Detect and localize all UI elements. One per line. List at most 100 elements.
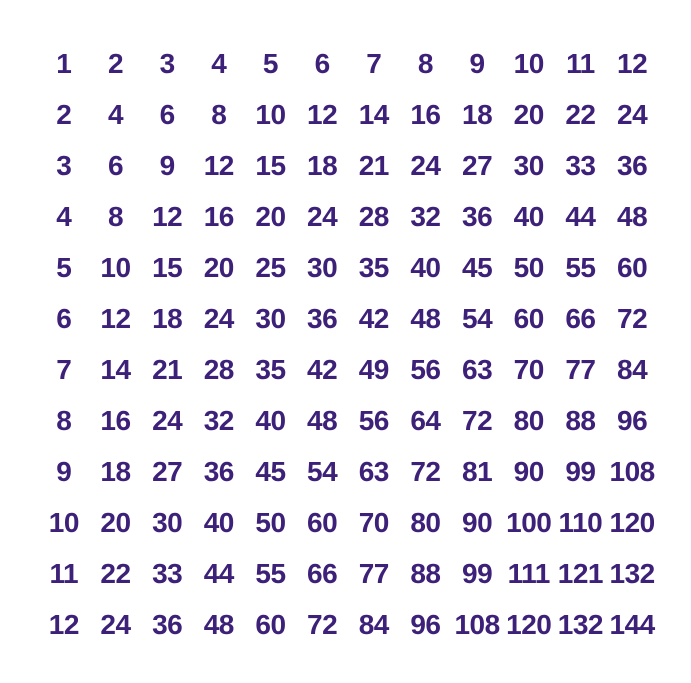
table-cell: 27	[451, 140, 503, 191]
table-cell: 18	[451, 89, 503, 140]
table-row: 24681012141618202224	[38, 89, 658, 140]
table-cell: 72	[451, 395, 503, 446]
table-cell: 12	[38, 599, 90, 650]
table-cell: 24	[141, 395, 193, 446]
table-cell: 2	[90, 38, 142, 89]
table-cell: 12	[193, 140, 245, 191]
table-cell: 84	[606, 344, 658, 395]
table-cell: 28	[348, 191, 400, 242]
table-cell: 8	[193, 89, 245, 140]
table-cell: 1	[38, 38, 90, 89]
table-cell: 18	[296, 140, 348, 191]
table-cell: 3	[141, 38, 193, 89]
table-row: 71421283542495663707784	[38, 344, 658, 395]
table-cell: 24	[400, 140, 452, 191]
table-cell: 5	[245, 38, 297, 89]
table-cell: 110	[555, 497, 607, 548]
table-cell: 36	[141, 599, 193, 650]
table-cell: 40	[193, 497, 245, 548]
table-cell: 4	[90, 89, 142, 140]
table-cell: 7	[348, 38, 400, 89]
table-cell: 90	[503, 446, 555, 497]
table-cell: 72	[606, 293, 658, 344]
table-cell: 25	[245, 242, 297, 293]
table-cell: 4	[193, 38, 245, 89]
table-cell: 10	[90, 242, 142, 293]
table-cell: 22	[90, 548, 142, 599]
table-cell: 8	[90, 191, 142, 242]
table-cell: 12	[606, 38, 658, 89]
table-cell: 132	[606, 548, 658, 599]
table-row: 918273645546372819099108	[38, 446, 658, 497]
table-row: 51015202530354045505560	[38, 242, 658, 293]
table-cell: 15	[141, 242, 193, 293]
table-cell: 10	[503, 38, 555, 89]
table-cell: 30	[503, 140, 555, 191]
table-cell: 56	[348, 395, 400, 446]
table-cell: 77	[348, 548, 400, 599]
table-cell: 40	[503, 191, 555, 242]
table-cell: 55	[245, 548, 297, 599]
table-cell: 2	[38, 89, 90, 140]
multiplication-table: 1234567891011122468101214161820222436912…	[38, 38, 658, 650]
table-cell: 14	[90, 344, 142, 395]
table-cell: 6	[141, 89, 193, 140]
table-cell: 120	[503, 599, 555, 650]
table-cell: 55	[555, 242, 607, 293]
table-cell: 35	[348, 242, 400, 293]
table-cell: 24	[296, 191, 348, 242]
table-cell: 16	[400, 89, 452, 140]
table-cell: 66	[296, 548, 348, 599]
table-cell: 84	[348, 599, 400, 650]
table-row: 61218243036424854606672	[38, 293, 658, 344]
table-cell: 121	[555, 548, 607, 599]
table-row: 123456789101112	[38, 38, 658, 89]
table-cell: 30	[296, 242, 348, 293]
table-cell: 6	[296, 38, 348, 89]
table-cell: 88	[400, 548, 452, 599]
table-cell: 48	[193, 599, 245, 650]
table-cell: 30	[245, 293, 297, 344]
table-cell: 111	[503, 548, 555, 599]
table-cell: 48	[606, 191, 658, 242]
table-cell: 132	[555, 599, 607, 650]
table-cell: 21	[348, 140, 400, 191]
table-cell: 20	[503, 89, 555, 140]
table-cell: 18	[141, 293, 193, 344]
table-cell: 33	[141, 548, 193, 599]
table-cell: 100	[503, 497, 555, 548]
table-cell: 4	[38, 191, 90, 242]
table-cell: 16	[193, 191, 245, 242]
table-cell: 60	[606, 242, 658, 293]
table-cell: 14	[348, 89, 400, 140]
table-cell: 21	[141, 344, 193, 395]
table-cell: 10	[245, 89, 297, 140]
table-cell: 16	[90, 395, 142, 446]
table-cell: 36	[606, 140, 658, 191]
table-cell: 32	[400, 191, 452, 242]
table-cell: 50	[245, 497, 297, 548]
table-cell: 42	[348, 293, 400, 344]
table-cell: 60	[296, 497, 348, 548]
table-row: 4812162024283236404448	[38, 191, 658, 242]
table-cell: 12	[296, 89, 348, 140]
table-cell: 64	[400, 395, 452, 446]
table-row: 81624324048566472808896	[38, 395, 658, 446]
table-cell: 56	[400, 344, 452, 395]
table-cell: 7	[38, 344, 90, 395]
table-cell: 6	[90, 140, 142, 191]
table-cell: 3	[38, 140, 90, 191]
table-cell: 80	[400, 497, 452, 548]
table-cell: 40	[245, 395, 297, 446]
table-cell: 60	[503, 293, 555, 344]
table-cell: 32	[193, 395, 245, 446]
table-cell: 108	[451, 599, 503, 650]
multiplication-table-grid: 1234567891011122468101214161820222436912…	[38, 38, 658, 650]
table-cell: 9	[451, 38, 503, 89]
table-cell: 80	[503, 395, 555, 446]
table-cell: 96	[400, 599, 452, 650]
table-cell: 72	[400, 446, 452, 497]
table-cell: 44	[193, 548, 245, 599]
table-cell: 11	[555, 38, 607, 89]
table-cell: 8	[38, 395, 90, 446]
